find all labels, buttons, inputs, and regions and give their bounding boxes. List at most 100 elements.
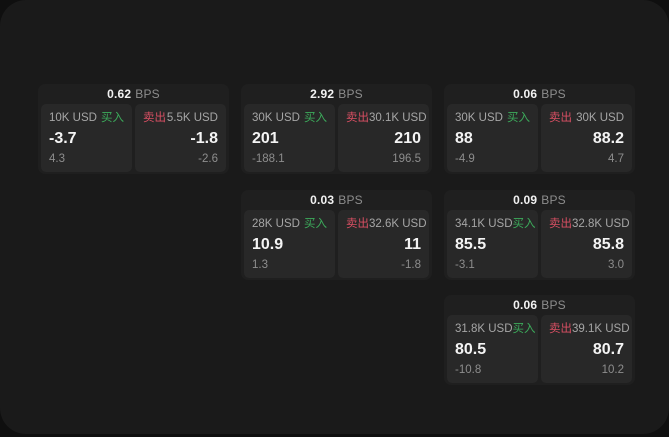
sell-amount: 30K USD [576,112,624,124]
bps-value: 0.06 [513,298,538,312]
buy-header-row: 28K USD 买入 [252,217,327,231]
buy-panel[interactable]: 30K USD 买入 201 -188.1 [244,104,335,172]
panels-row: 34.1K USD 买入 85.5 -3.1 卖出 32.8K USD 85.8… [447,210,632,278]
buy-delta: -4.9 [455,153,475,165]
panels-row: 30K USD 买入 201 -188.1 卖出 30.1K USD 210 1… [244,104,429,172]
buy-delta: 1.3 [252,259,268,271]
sell-price: 210 [394,129,421,147]
sell-header-row: 卖出 32.6K USD [346,217,427,231]
buy-header-row: 34.1K USD 买入 [455,217,536,231]
sell-delta: 4.7 [608,153,624,165]
sell-panel[interactable]: 卖出 30K USD 88.2 4.7 [541,104,632,172]
bps-unit-label: BPS [135,87,160,101]
buy-panel[interactable]: 34.1K USD 买入 85.5 -3.1 [447,210,538,278]
sell-panel[interactable]: 卖出 32.6K USD 11 -1.8 [338,210,429,278]
sell-amount: 30.1K USD [369,112,427,124]
sell-side-label: 卖出 [549,112,572,124]
buy-panel[interactable]: 31.8K USD 买入 80.5 -10.8 [447,315,538,383]
quote-card: 0.09 BPS 34.1K USD 买入 85.5 -3.1 卖出 32.8K… [444,190,635,280]
quote-card: 0.03 BPS 28K USD 买入 10.9 1.3 卖出 32.6K US… [241,190,432,280]
buy-delta: -3.1 [455,259,475,271]
sell-header-row: 卖出 32.8K USD [549,217,630,231]
bps-value: 0.06 [513,87,538,101]
panels-row: 31.8K USD 买入 80.5 -10.8 卖出 39.1K USD 80.… [447,315,632,383]
card-header: 0.03 BPS [244,190,429,210]
buy-delta: -188.1 [252,153,285,165]
sell-delta: -2.6 [198,153,218,165]
buy-panel[interactable]: 28K USD 买入 10.9 1.3 [244,210,335,278]
bps-unit-label: BPS [541,87,566,101]
buy-panel[interactable]: 30K USD 买入 88 -4.9 [447,104,538,172]
buy-delta: -10.8 [455,364,482,376]
card-header: 0.06 BPS [447,295,632,315]
sell-side-label: 卖出 [549,323,572,335]
sell-header-row: 卖出 39.1K USD [549,322,630,336]
sell-price: 80.7 [592,340,624,358]
buy-price: -3.7 [49,129,77,147]
buy-price: 85.5 [455,235,487,253]
bps-unit-label: BPS [338,87,363,101]
card-header: 2.92 BPS [244,84,429,104]
sell-price: 85.8 [592,235,624,253]
buy-side-label: 买入 [304,218,327,230]
buy-amount: 30K USD [455,112,503,124]
bps-value: 2.92 [310,87,335,101]
bps-value: 0.03 [310,193,335,207]
buy-price: 80.5 [455,340,487,358]
sell-header-row: 卖出 5.5K USD [143,111,218,125]
buy-panel[interactable]: 10K USD 买入 -3.7 4.3 [41,104,132,172]
buy-header-row: 31.8K USD 买入 [455,322,536,336]
bps-value: 0.62 [107,87,132,101]
buy-amount: 28K USD [252,218,300,230]
sell-price: 11 [404,235,421,253]
buy-amount: 10K USD [49,112,97,124]
card-header: 0.06 BPS [447,84,632,104]
sell-header-row: 卖出 30.1K USD [346,111,427,125]
quote-card: 0.62 BPS 10K USD 买入 -3.7 4.3 卖出 5.5K USD… [38,84,229,174]
bps-unit-label: BPS [541,193,566,207]
sell-side-label: 卖出 [346,112,369,124]
sell-amount: 5.5K USD [166,112,218,124]
panels-row: 10K USD 买入 -3.7 4.3 卖出 5.5K USD -1.8 -2.… [41,104,226,172]
quote-card: 2.92 BPS 30K USD 买入 201 -188.1 卖出 30.1K … [241,84,432,174]
buy-price: 88 [455,129,473,147]
panels-row: 30K USD 买入 88 -4.9 卖出 30K USD 88.2 4.7 [447,104,632,172]
buy-header-row: 30K USD 买入 [455,111,530,125]
sell-price: 88.2 [592,129,624,147]
sell-amount: 32.6K USD [369,218,427,230]
buy-amount: 31.8K USD [455,323,513,335]
buy-side-label: 买入 [512,218,536,230]
sell-panel[interactable]: 卖出 32.8K USD 85.8 3.0 [541,210,632,278]
buy-side-label: 买入 [304,112,327,124]
sell-header-row: 卖出 30K USD [549,111,624,125]
buy-price: 10.9 [252,235,284,253]
sell-panel[interactable]: 卖出 39.1K USD 80.7 10.2 [541,315,632,383]
buy-header-row: 30K USD 买入 [252,111,327,125]
sell-panel[interactable]: 卖出 5.5K USD -1.8 -2.6 [135,104,226,172]
sell-amount: 39.1K USD [572,323,630,335]
sell-delta: 3.0 [608,259,624,271]
buy-price: 201 [252,129,279,147]
sell-side-label: 卖出 [549,218,572,230]
sell-delta: 10.2 [601,364,624,376]
quote-card: 0.06 BPS 30K USD 买入 88 -4.9 卖出 30K USD 8… [444,84,635,174]
sell-side-label: 卖出 [143,112,166,124]
buy-header-row: 10K USD 买入 [49,111,124,125]
sell-panel[interactable]: 卖出 30.1K USD 210 196.5 [338,104,429,172]
sell-delta: 196.5 [392,153,421,165]
buy-side-label: 买入 [512,323,536,335]
sell-side-label: 卖出 [346,218,369,230]
buy-side-label: 买入 [507,112,530,124]
sell-amount: 32.8K USD [572,218,630,230]
buy-delta: 4.3 [49,153,65,165]
buy-amount: 30K USD [252,112,300,124]
quote-card: 0.06 BPS 31.8K USD 买入 80.5 -10.8 卖出 39.1… [444,295,635,385]
bps-unit-label: BPS [338,193,363,207]
card-header: 0.09 BPS [447,190,632,210]
panels-row: 28K USD 买入 10.9 1.3 卖出 32.6K USD 11 -1.8 [244,210,429,278]
sell-delta: -1.8 [401,259,421,271]
card-header: 0.62 BPS [41,84,226,104]
bps-unit-label: BPS [541,298,566,312]
